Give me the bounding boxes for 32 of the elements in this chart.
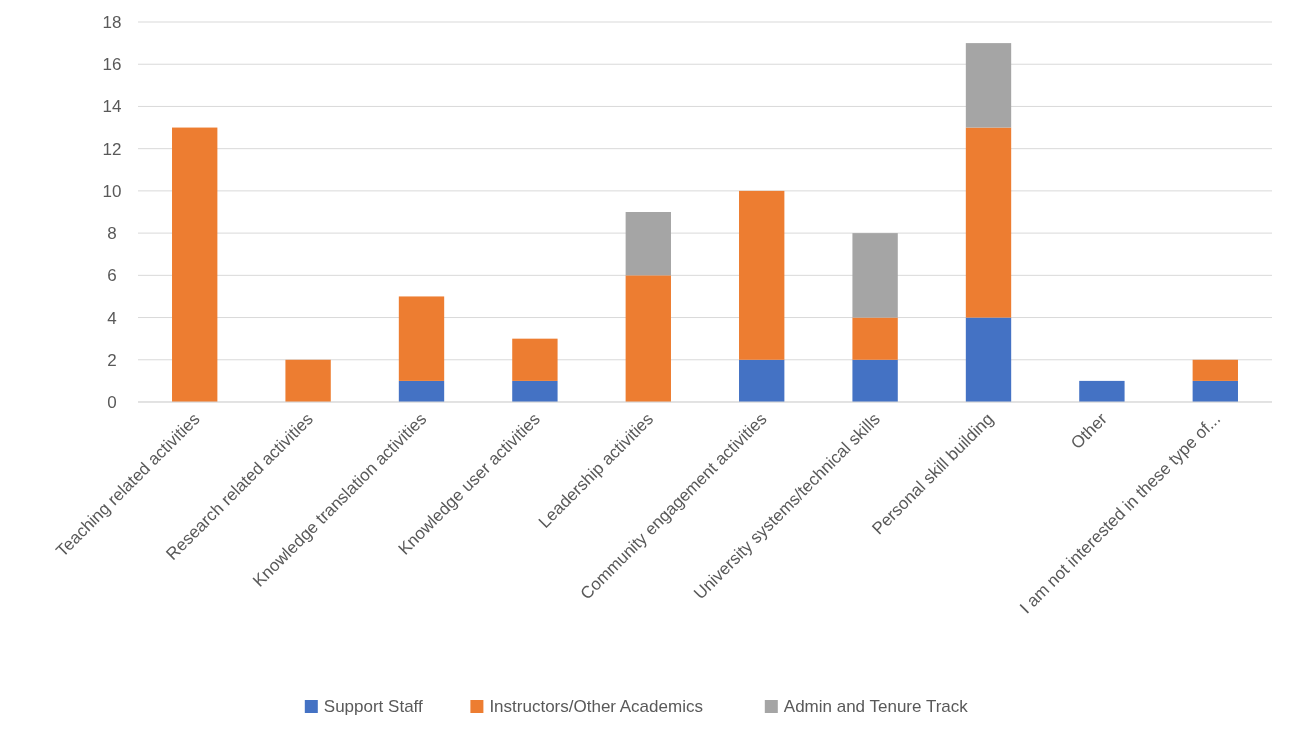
y-tick-label: 14 [102,97,122,117]
bar [852,233,898,318]
bar [1192,359,1238,381]
bar [172,127,218,402]
bar [965,127,1012,318]
bar [625,212,671,276]
bar [852,317,898,360]
y-tick-label: 12 [102,139,122,159]
legend-label: Admin and Tenure Track [783,697,969,716]
y-tick-label: 8 [107,224,117,244]
bar [398,296,445,381]
bar [285,359,331,402]
y-tick-label: 18 [102,12,122,32]
bar [512,338,558,381]
y-tick-label: 2 [107,350,117,370]
bar [965,317,1012,402]
y-tick-label: 6 [107,266,117,286]
bar [512,380,558,402]
bar [965,43,1012,128]
bar [625,275,671,402]
y-tick-label: 16 [102,55,122,75]
y-tick-label: 10 [102,181,122,201]
bar [739,190,785,360]
y-tick-label: 4 [107,308,117,328]
y-tick-label: 0 [107,392,117,412]
bar [398,380,445,402]
bar [1192,380,1238,402]
legend-label: Instructors/Other Academics [489,697,703,716]
bar [739,359,785,402]
legend-label: Support Staff [323,697,423,716]
bar [1079,380,1125,402]
bar [852,359,898,402]
